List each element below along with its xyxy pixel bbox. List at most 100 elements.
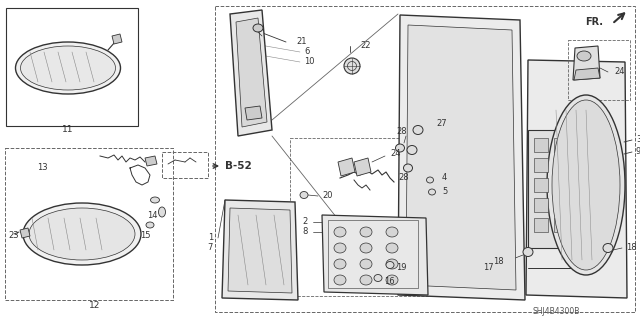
Ellipse shape bbox=[386, 259, 398, 269]
Ellipse shape bbox=[253, 24, 263, 32]
Text: 17: 17 bbox=[483, 263, 493, 272]
Polygon shape bbox=[20, 228, 30, 238]
Text: 12: 12 bbox=[90, 301, 100, 310]
Ellipse shape bbox=[407, 145, 417, 154]
Polygon shape bbox=[230, 10, 272, 136]
Bar bbox=[534, 158, 548, 172]
Text: 14: 14 bbox=[147, 211, 157, 219]
Polygon shape bbox=[245, 106, 262, 120]
Polygon shape bbox=[573, 46, 600, 80]
Bar bbox=[574, 178, 588, 192]
Text: 18: 18 bbox=[493, 257, 504, 266]
Bar bbox=[554, 218, 568, 232]
Bar bbox=[6, 8, 138, 126]
Text: 20: 20 bbox=[322, 191, 333, 201]
Ellipse shape bbox=[360, 227, 372, 237]
Text: 6: 6 bbox=[304, 48, 309, 56]
Ellipse shape bbox=[396, 144, 404, 152]
Text: 16: 16 bbox=[384, 277, 395, 286]
Polygon shape bbox=[228, 208, 292, 293]
Ellipse shape bbox=[334, 243, 346, 253]
Ellipse shape bbox=[360, 259, 372, 269]
Text: 3: 3 bbox=[636, 136, 640, 145]
Ellipse shape bbox=[15, 42, 120, 94]
Bar bbox=[534, 198, 548, 212]
Ellipse shape bbox=[344, 58, 360, 74]
Bar bbox=[574, 138, 588, 152]
Bar bbox=[574, 158, 588, 172]
Bar bbox=[554, 198, 568, 212]
Text: 15: 15 bbox=[140, 231, 150, 240]
Ellipse shape bbox=[20, 46, 115, 90]
Ellipse shape bbox=[360, 243, 372, 253]
Text: 21: 21 bbox=[296, 38, 307, 47]
Text: 11: 11 bbox=[62, 125, 74, 135]
Text: 24: 24 bbox=[390, 150, 401, 159]
Ellipse shape bbox=[300, 191, 308, 198]
Ellipse shape bbox=[577, 51, 591, 61]
Ellipse shape bbox=[360, 275, 372, 285]
Bar bbox=[215, 6, 635, 312]
Ellipse shape bbox=[552, 100, 620, 270]
Ellipse shape bbox=[547, 95, 625, 275]
Text: 5: 5 bbox=[442, 188, 447, 197]
Text: 28: 28 bbox=[399, 174, 410, 182]
Ellipse shape bbox=[159, 207, 166, 217]
Ellipse shape bbox=[386, 243, 398, 253]
Text: 13: 13 bbox=[36, 164, 47, 173]
Bar bbox=[534, 218, 548, 232]
Text: 22: 22 bbox=[360, 41, 371, 50]
Ellipse shape bbox=[374, 275, 382, 281]
Ellipse shape bbox=[334, 227, 346, 237]
Text: SHJ4B4300B: SHJ4B4300B bbox=[532, 308, 580, 316]
Bar bbox=[574, 198, 588, 212]
Bar bbox=[574, 218, 588, 232]
Ellipse shape bbox=[23, 203, 141, 265]
Ellipse shape bbox=[334, 275, 346, 285]
Polygon shape bbox=[322, 215, 428, 295]
Ellipse shape bbox=[386, 227, 398, 237]
Ellipse shape bbox=[150, 197, 159, 203]
Ellipse shape bbox=[426, 177, 433, 183]
Text: FR.: FR. bbox=[585, 17, 603, 27]
Ellipse shape bbox=[413, 125, 423, 135]
Polygon shape bbox=[236, 18, 267, 127]
Bar bbox=[328, 220, 418, 288]
Bar bbox=[568, 40, 630, 100]
Bar bbox=[162, 152, 208, 178]
Polygon shape bbox=[354, 158, 371, 176]
Bar bbox=[534, 178, 548, 192]
Polygon shape bbox=[406, 25, 516, 290]
Bar bbox=[290, 138, 490, 296]
Text: 18: 18 bbox=[626, 243, 637, 253]
Ellipse shape bbox=[403, 164, 413, 172]
Text: 7: 7 bbox=[207, 243, 213, 253]
Polygon shape bbox=[112, 34, 122, 44]
Ellipse shape bbox=[523, 248, 533, 256]
Text: 24: 24 bbox=[614, 68, 625, 77]
Polygon shape bbox=[398, 15, 525, 300]
Text: 19: 19 bbox=[396, 263, 406, 272]
Bar bbox=[554, 178, 568, 192]
Ellipse shape bbox=[29, 208, 135, 260]
Text: 1: 1 bbox=[208, 234, 213, 242]
Bar bbox=[534, 138, 548, 152]
Text: 10: 10 bbox=[304, 57, 314, 66]
Polygon shape bbox=[338, 158, 355, 176]
Text: 8: 8 bbox=[303, 227, 308, 236]
Bar bbox=[528, 130, 606, 248]
Polygon shape bbox=[526, 60, 627, 298]
Text: 4: 4 bbox=[442, 174, 447, 182]
Ellipse shape bbox=[386, 275, 398, 285]
Text: 23: 23 bbox=[9, 232, 19, 241]
Ellipse shape bbox=[429, 189, 435, 195]
Bar bbox=[5, 148, 173, 300]
Ellipse shape bbox=[334, 259, 346, 269]
Text: 2: 2 bbox=[303, 218, 308, 226]
Text: 28: 28 bbox=[397, 128, 407, 137]
Polygon shape bbox=[222, 200, 298, 300]
Bar bbox=[554, 138, 568, 152]
Bar bbox=[554, 158, 568, 172]
Polygon shape bbox=[145, 156, 157, 166]
Text: 27: 27 bbox=[436, 120, 447, 129]
